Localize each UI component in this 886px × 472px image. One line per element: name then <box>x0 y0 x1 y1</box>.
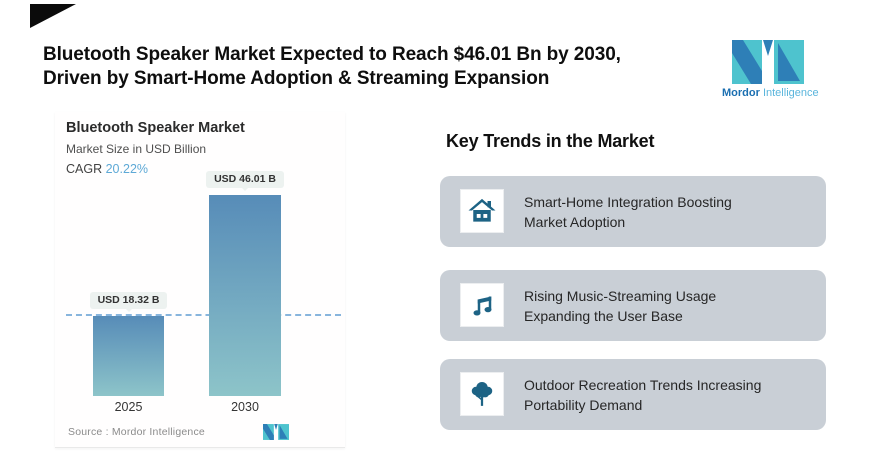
main-title-line2: Driven by Smart-Home Adoption & Streamin… <box>43 68 550 89</box>
market-chart-panel: Bluetooth Speaker Market Market Size in … <box>55 112 345 448</box>
trend-line2: Expanding the User Base <box>524 307 683 324</box>
source-text: Source : Mordor Intelligence <box>68 426 205 438</box>
corner-triangle-decoration <box>30 4 76 28</box>
chart-footer: Source : Mordor Intelligence <box>68 424 289 440</box>
music-note-icon <box>473 296 492 316</box>
tree-icon-box <box>460 372 504 416</box>
tree-icon <box>471 382 493 406</box>
chart-cagr: CAGR 20.22% <box>66 162 148 176</box>
mordor-logo: Mordor Intelligence <box>722 40 819 99</box>
mordor-logo-text: Mordor Intelligence <box>722 87 819 99</box>
trend-card-text: Outdoor Recreation Trends Increasing Por… <box>524 359 816 430</box>
trend-card-outdoor-recreation: Outdoor Recreation Trends Increasing Por… <box>440 359 826 430</box>
house-icon <box>468 198 496 222</box>
bar-value-label-2030: USD 46.01 B <box>206 171 284 188</box>
brand-name-bold: Mordor <box>722 87 760 99</box>
trend-line2: Portability Demand <box>524 396 643 413</box>
main-title: Bluetooth Speaker Market Expected to Rea… <box>43 43 621 91</box>
source-value: Mordor Intelligence <box>111 426 205 438</box>
chart-subtitle: Market Size in USD Billion <box>66 142 207 156</box>
brand-name-light: Intelligence <box>762 87 819 99</box>
key-trends-heading: Key Trends in the Market <box>446 131 655 151</box>
cagr-value: 20.22% <box>105 162 149 176</box>
trend-line2: Market Adoption <box>524 213 626 230</box>
house-icon-box <box>460 189 504 233</box>
trend-card-smart-home: Smart-Home Integration Boosting Market A… <box>440 176 826 247</box>
mordor-logo-icon <box>732 40 804 84</box>
bar-chart-plot-area: USD 18.32 B USD 46.01 B <box>55 165 345 396</box>
x-axis-label-2025: 2025 <box>114 400 143 414</box>
bar-2030 <box>209 195 281 396</box>
trend-card-music-streaming: Rising Music-Streaming Usage Expanding t… <box>440 270 826 341</box>
bar-value-label-2025: USD 18.32 B <box>89 292 168 309</box>
chart-title: Bluetooth Speaker Market <box>66 120 245 136</box>
trend-line1: Smart-Home Integration Boosting <box>524 193 732 210</box>
mordor-mini-logo-icon <box>263 424 289 440</box>
bar-group-2025: USD 18.32 B <box>89 292 168 396</box>
reference-dashed-line <box>66 314 341 316</box>
cagr-label: CAGR <box>66 162 103 176</box>
x-axis-label-2030: 2030 <box>231 400 259 414</box>
music-note-icon-box <box>460 283 504 327</box>
trend-line1: Outdoor Recreation Trends Increasing <box>524 376 762 393</box>
trend-line1: Rising Music-Streaming Usage <box>524 287 717 304</box>
bar-2025 <box>93 316 164 396</box>
source-label: Source : <box>68 426 109 438</box>
trend-card-text: Rising Music-Streaming Usage Expanding t… <box>524 270 816 341</box>
main-title-line1: Bluetooth Speaker Market Expected to Rea… <box>43 44 621 65</box>
trend-card-text: Smart-Home Integration Boosting Market A… <box>524 176 816 247</box>
bar-group-2030: USD 46.01 B <box>206 171 284 396</box>
